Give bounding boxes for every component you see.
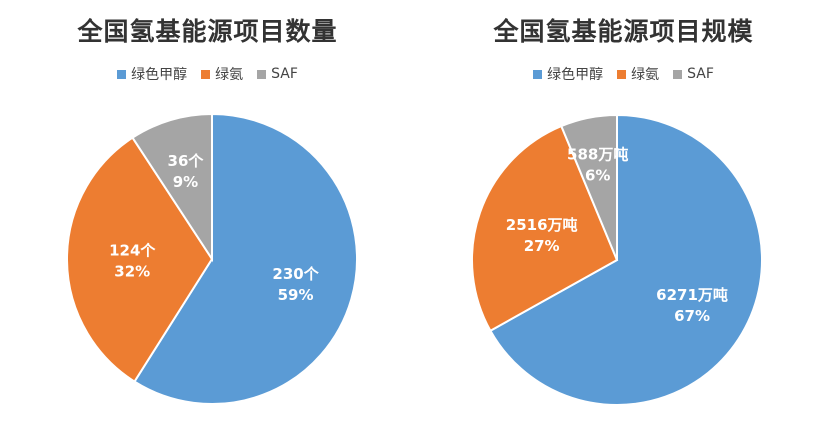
- legend-swatch-green-methanol: [533, 69, 543, 79]
- data-label-value: 588万吨: [567, 145, 628, 163]
- legend-item-green-methanol: 绿色甲醇: [533, 64, 603, 84]
- data-label-value: 2516万吨: [506, 216, 578, 234]
- legend-swatch-saf: [673, 69, 683, 79]
- legend-item-saf: SAF: [257, 64, 298, 84]
- data-label-value: 36个: [168, 152, 205, 170]
- legend-item-green-ammonia: 绿氨: [201, 64, 243, 84]
- legend-swatch-green-methanol: [117, 69, 127, 79]
- pie-chart: 6271万吨 67% 2516万吨 27% 588万吨 6%: [471, 113, 763, 406]
- data-label-percent: 9%: [173, 173, 198, 191]
- legend-item-saf: SAF: [673, 64, 714, 84]
- data-label-value: 6271万吨: [656, 286, 728, 304]
- data-label-value: 230个: [272, 265, 319, 283]
- slice-green-ammonia: [66, 136, 214, 383]
- legend-label: 绿氨: [631, 67, 660, 83]
- slice-green-ammonia: [471, 124, 619, 333]
- slice-saf: [131, 112, 213, 263]
- chart-title: 全国氢基能源项目数量: [77, 17, 338, 46]
- legend: 绿色甲醇 绿氨 SAF: [416, 64, 831, 84]
- legend-label: 绿氨: [215, 67, 244, 83]
- chart-title: 全国氢基能源项目规模: [493, 17, 754, 46]
- data-label-percent: 27%: [524, 237, 560, 255]
- legend-label: 绿色甲醇: [131, 67, 188, 83]
- data-label-percent: 59%: [278, 286, 314, 304]
- legend-label: SAF: [687, 66, 714, 82]
- data-label-percent: 32%: [114, 263, 150, 281]
- legend-item-green-ammonia: 绿氨: [617, 64, 659, 84]
- chart-project-scale: 全国氢基能源项目规模 绿色甲醇 绿氨 SAF 6271万吨 67% 2516万吨 27…: [416, 0, 831, 426]
- slice-green-methanol: [133, 112, 358, 405]
- legend-item-green-methanol: 绿色甲醇: [117, 64, 187, 84]
- slice-green-methanol: [489, 113, 763, 406]
- legend-swatch-saf: [257, 69, 267, 79]
- legend-swatch-green-ammonia: [201, 69, 211, 79]
- legend: 绿色甲醇 绿氨 SAF: [0, 64, 415, 84]
- legend-swatch-green-ammonia: [617, 69, 627, 79]
- data-label-percent: 67%: [674, 307, 710, 325]
- legend-label: SAF: [271, 66, 298, 82]
- legend-label: 绿色甲醇: [547, 67, 604, 83]
- data-label-value: 124个: [109, 242, 156, 260]
- pie-chart: 230个 59% 124个 32% 36个 9%: [66, 112, 358, 405]
- slice-saf: [560, 113, 618, 261]
- data-label-percent: 6%: [585, 166, 610, 184]
- chart-project-count: 全国氢基能源项目数量 绿色甲醇 绿氨 SAF 230个 59% 124个 32% 36个…: [0, 0, 415, 426]
